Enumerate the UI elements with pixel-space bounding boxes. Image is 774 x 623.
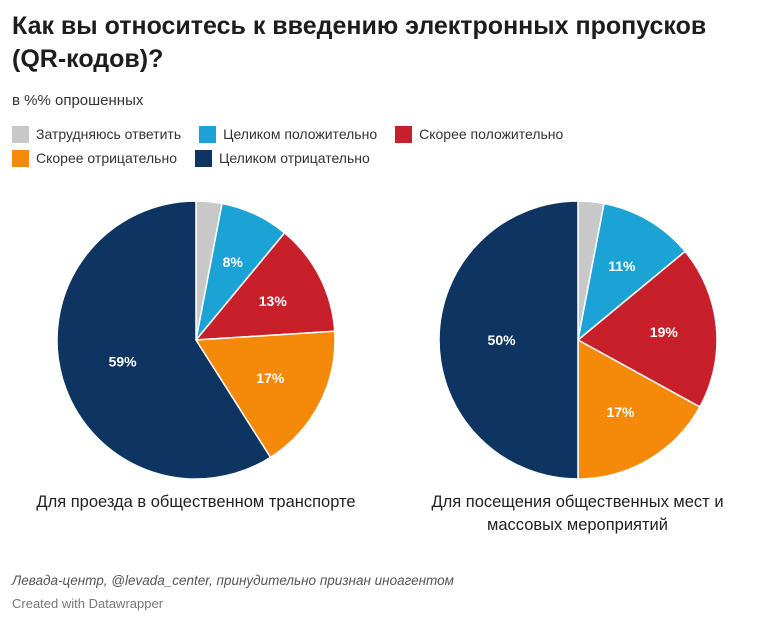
slice-fully-negative xyxy=(438,200,579,480)
pie-caption-public-places: Для посещения общественных мест и массов… xyxy=(431,493,724,534)
slice-data-label: 8% xyxy=(223,254,244,270)
legend-item-fully-negative: Целиком отрицательно xyxy=(194,149,370,167)
slice-data-label: 13% xyxy=(259,293,288,309)
legend-item-fully-positive: Целиком положительно xyxy=(199,125,378,143)
legend-swatch xyxy=(12,149,29,167)
slice-rather-negative xyxy=(194,330,336,459)
slice-fully-positive xyxy=(576,202,687,342)
pie-caption-transport: Для проезда в общественном транспорте xyxy=(36,493,356,511)
slice-data-label: 17% xyxy=(256,370,285,386)
legend-row: Затрудняюсь ответить Целиком положительн… xyxy=(12,122,752,146)
credit-link[interactable]: Created with Datawrapper xyxy=(12,596,164,611)
slice-fully-negative xyxy=(56,200,272,480)
legend-label: Целиком положительно xyxy=(223,126,378,142)
legend-swatch xyxy=(12,125,29,143)
legend-label: Скорее положительно xyxy=(419,126,564,142)
legend-label: Скорее отрицательно xyxy=(36,150,177,166)
slice-data-label: 11% xyxy=(608,258,636,274)
pie-chart-transport: 8% 13% 17% 59% xyxy=(56,200,336,480)
legend-label: Затрудняюсь ответить xyxy=(36,126,182,142)
legend-item-rather-negative: Скорее отрицательно xyxy=(12,149,177,167)
legend-swatch xyxy=(194,149,212,167)
chart-title: Как вы относитесь к введению электронных… xyxy=(12,12,707,73)
slice-data-label: 17% xyxy=(606,404,635,420)
slice-data-label: 19% xyxy=(650,324,679,340)
legend-swatch xyxy=(395,125,413,143)
legend-item-rather-positive: Скорее положительно xyxy=(395,125,564,143)
slice-rather-positive xyxy=(576,250,718,408)
pie-chart-public-places: 11% 19% 17% 50% xyxy=(438,200,718,480)
legend: Затрудняюсь ответить Целиком положительн… xyxy=(12,122,752,170)
chart-subtitle: в %% опрошенных xyxy=(12,92,144,109)
slice-data-label: 59% xyxy=(109,353,138,369)
slice-rather-negative xyxy=(577,338,701,480)
source-note: Левада-центр, @levada_center, принудител… xyxy=(12,573,454,588)
legend-item-unsure: Затрудняюсь ответить xyxy=(12,125,182,143)
slice-data-label: 50% xyxy=(488,332,517,348)
legend-row: Скорее отрицательно Целиком отрицательно xyxy=(12,146,752,170)
legend-swatch xyxy=(199,125,217,143)
legend-label: Целиком отрицательно xyxy=(218,150,370,166)
pie-charts: 8% 13% 17% 59% 11% 19% 17% 50% xyxy=(56,200,718,480)
slice-rather-positive xyxy=(194,231,336,341)
